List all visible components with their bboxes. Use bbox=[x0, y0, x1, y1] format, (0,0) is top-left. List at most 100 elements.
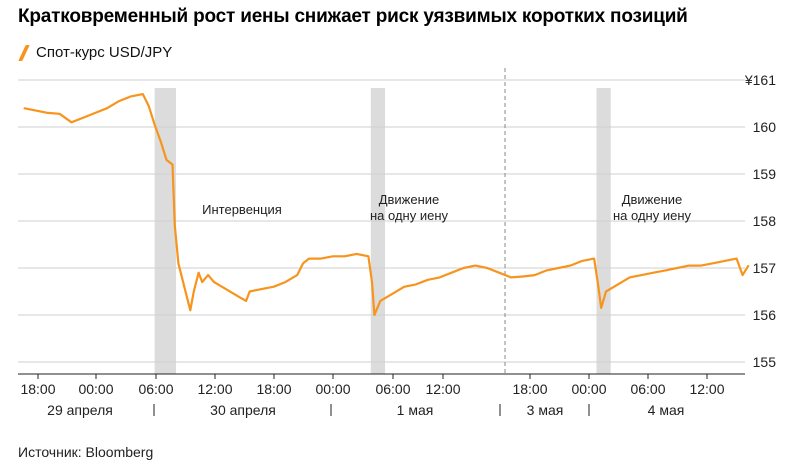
data-point-54 bbox=[522, 275, 524, 278]
data-point-12 bbox=[154, 124, 156, 126]
data-point-73 bbox=[724, 260, 726, 262]
data-point-74 bbox=[736, 258, 738, 260]
data-point-10 bbox=[142, 93, 144, 95]
data-point-33 bbox=[302, 262, 304, 264]
y-tick-label-5: 156 bbox=[753, 307, 777, 323]
y-tick-label-3: 158 bbox=[753, 213, 777, 229]
data-point-61 bbox=[597, 281, 599, 283]
data-point-25 bbox=[225, 288, 227, 290]
x-tick-label-8: 18:00 bbox=[512, 381, 547, 397]
x-tick-label-7: 12:00 bbox=[425, 381, 460, 397]
data-point-56 bbox=[545, 269, 548, 271]
data-point-75 bbox=[741, 274, 744, 276]
data-point-21 bbox=[197, 272, 200, 274]
data-point-17 bbox=[177, 262, 180, 264]
data-point-37 bbox=[344, 255, 346, 257]
x-tick-label-10: 06:00 bbox=[630, 381, 665, 397]
data-point-4 bbox=[70, 121, 73, 123]
x-tick-label-5: 00:00 bbox=[315, 381, 350, 397]
y-tick-label-4: 157 bbox=[753, 260, 777, 276]
annotation-0: Интервенция bbox=[202, 202, 282, 217]
data-point-29 bbox=[260, 288, 263, 290]
data-point-23 bbox=[207, 274, 209, 276]
data-point-41 bbox=[373, 314, 375, 316]
legend-label: Спот-курс USD/JPY bbox=[36, 44, 173, 61]
annotation-2: Движение на одну иену bbox=[613, 192, 692, 223]
data-point-7 bbox=[106, 107, 108, 109]
data-point-47 bbox=[439, 276, 441, 278]
data-point-8 bbox=[118, 100, 120, 102]
data-point-66 bbox=[641, 274, 643, 276]
data-point-60 bbox=[593, 258, 595, 260]
x-tick-label-4: 18:00 bbox=[256, 381, 291, 397]
data-point-30 bbox=[272, 286, 275, 288]
data-point-50 bbox=[474, 265, 476, 267]
data-point-49 bbox=[462, 267, 465, 269]
data-point-68 bbox=[664, 269, 666, 271]
data-point-28 bbox=[249, 290, 251, 293]
shaded-range-2 bbox=[596, 88, 611, 374]
data-point-35 bbox=[320, 258, 322, 260]
data-point-40 bbox=[371, 281, 373, 283]
data-point-43 bbox=[391, 293, 393, 295]
data-point-0 bbox=[23, 107, 25, 109]
data-point-48 bbox=[450, 272, 453, 274]
data-point-65 bbox=[629, 276, 631, 278]
data-point-1 bbox=[35, 109, 37, 112]
data-point-34 bbox=[308, 258, 310, 260]
data-point-32 bbox=[296, 274, 298, 276]
data-point-55 bbox=[534, 274, 536, 276]
day-label-1: 30 апреля bbox=[210, 402, 276, 418]
y-tick-label-1: 160 bbox=[753, 119, 777, 135]
data-point-6 bbox=[94, 112, 96, 114]
data-point-52 bbox=[498, 272, 500, 274]
x-tick-label-1: 00:00 bbox=[78, 381, 113, 397]
legend: Спот-курс USD/JPY bbox=[18, 44, 172, 61]
annotation-1: Движение на одну иену bbox=[370, 192, 449, 223]
chart-title: Кратковременный рост иены снижает риск у… bbox=[18, 6, 688, 27]
data-point-70 bbox=[688, 265, 690, 267]
data-point-67 bbox=[652, 272, 655, 274]
day-label-4: 4 мая bbox=[648, 402, 685, 418]
data-point-31 bbox=[284, 281, 286, 283]
data-point-19 bbox=[189, 309, 191, 311]
data-point-64 bbox=[617, 283, 619, 286]
y-tick-label-0: ¥161 bbox=[744, 72, 776, 88]
data-point-57 bbox=[557, 267, 560, 269]
x-tick-label-2: 06:00 bbox=[138, 381, 173, 397]
data-point-11 bbox=[148, 105, 150, 107]
data-point-38 bbox=[355, 253, 358, 255]
data-point-53 bbox=[510, 276, 512, 278]
data-point-2 bbox=[47, 112, 49, 114]
shaded-range-0 bbox=[154, 88, 177, 374]
data-point-20 bbox=[193, 290, 195, 293]
data-point-18 bbox=[183, 286, 185, 288]
data-point-71 bbox=[700, 265, 702, 267]
data-point-27 bbox=[245, 300, 247, 302]
y-tick-label-2: 159 bbox=[753, 166, 777, 182]
data-point-42 bbox=[379, 300, 381, 302]
data-point-69 bbox=[676, 267, 678, 269]
data-point-9 bbox=[130, 95, 132, 98]
data-point-62 bbox=[600, 307, 602, 309]
data-point-24 bbox=[213, 281, 215, 283]
data-point-72 bbox=[712, 262, 714, 264]
data-point-15 bbox=[171, 164, 174, 166]
data-point-39 bbox=[367, 255, 370, 257]
data-point-76 bbox=[747, 265, 750, 267]
data-point-45 bbox=[415, 283, 417, 286]
x-tick-label-0: 18:00 bbox=[20, 381, 55, 397]
shaded-range-1 bbox=[370, 88, 386, 374]
data-point-63 bbox=[605, 290, 607, 293]
y-tick-label-6: 155 bbox=[753, 354, 777, 370]
data-point-16 bbox=[174, 225, 176, 227]
data-point-51 bbox=[486, 267, 488, 269]
data-point-59 bbox=[581, 260, 583, 262]
data-point-22 bbox=[201, 281, 203, 283]
day-label-3: 3 мая bbox=[527, 402, 564, 418]
day-label-2: 1 мая bbox=[397, 402, 434, 418]
data-point-26 bbox=[237, 295, 239, 297]
data-point-3 bbox=[59, 113, 61, 115]
x-tick-label-6: 06:00 bbox=[375, 381, 410, 397]
